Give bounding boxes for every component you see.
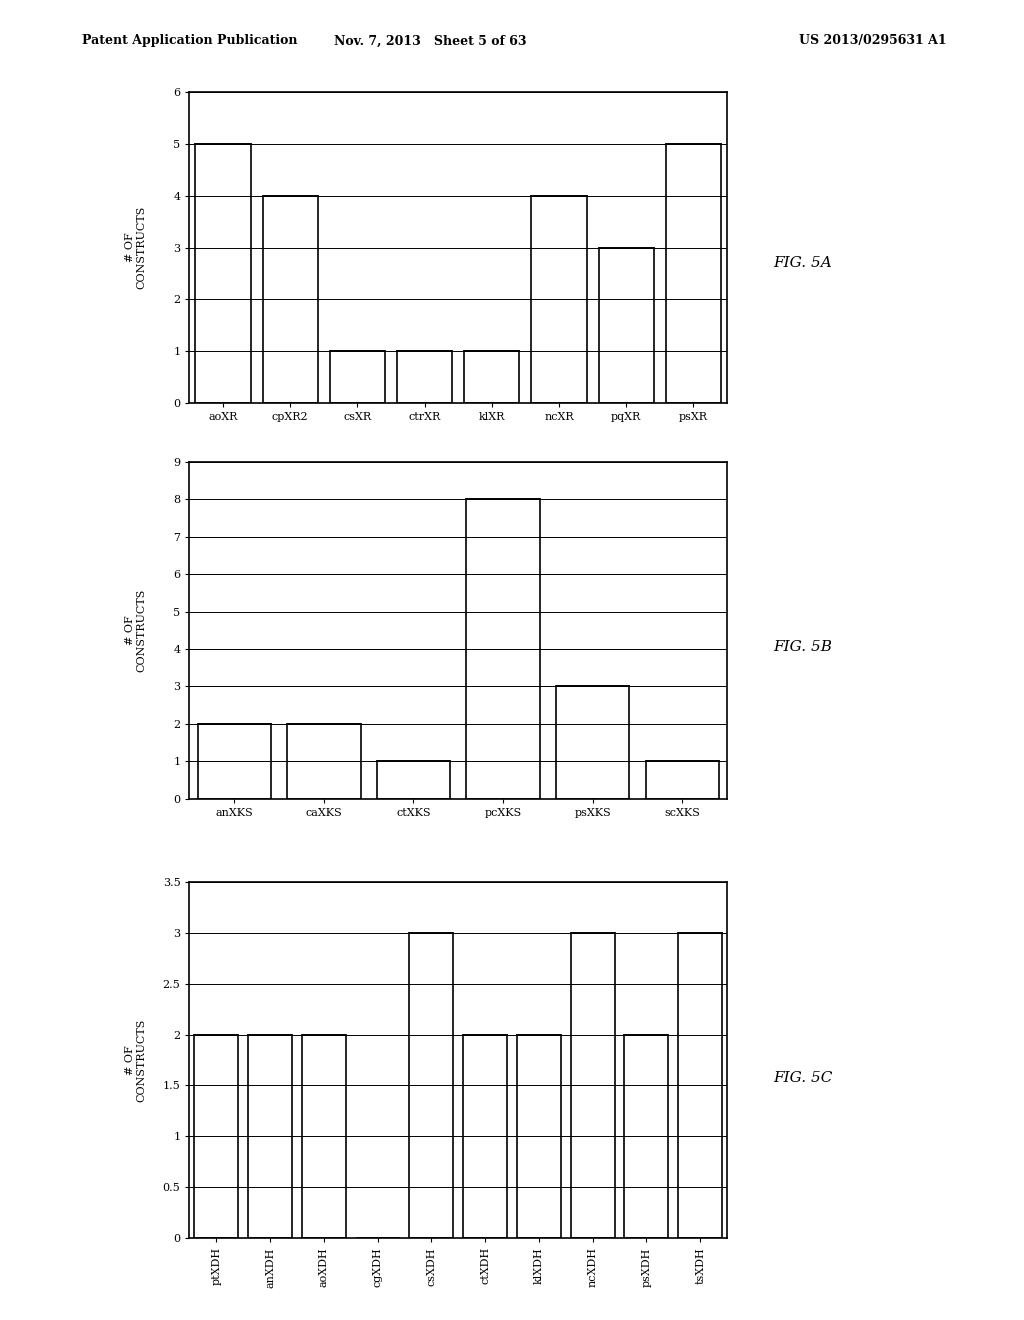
Bar — [517, 1035, 561, 1238]
Y-axis label: # OF
CONSTRUCTS: # OF CONSTRUCTS — [125, 589, 146, 672]
Bar — [195, 1035, 239, 1238]
Bar — [531, 195, 587, 403]
Bar — [330, 351, 385, 403]
Bar — [464, 351, 519, 403]
Bar — [397, 351, 453, 403]
Bar — [263, 195, 317, 403]
Bar — [302, 1035, 346, 1238]
Text: US 2013/0295631 A1: US 2013/0295631 A1 — [799, 34, 946, 48]
Text: FIG. 5A: FIG. 5A — [773, 256, 831, 271]
Text: FIG. 5C: FIG. 5C — [773, 1071, 833, 1085]
Bar — [556, 686, 630, 799]
Bar — [377, 762, 451, 799]
Text: Patent Application Publication: Patent Application Publication — [82, 34, 297, 48]
Bar — [248, 1035, 292, 1238]
Bar — [666, 144, 721, 403]
Y-axis label: # OF
CONSTRUCTS: # OF CONSTRUCTS — [125, 206, 146, 289]
Bar — [599, 248, 653, 403]
Text: Nov. 7, 2013   Sheet 5 of 63: Nov. 7, 2013 Sheet 5 of 63 — [334, 34, 526, 48]
Bar — [570, 933, 614, 1238]
Bar — [198, 723, 271, 799]
Bar — [625, 1035, 669, 1238]
Bar — [287, 723, 360, 799]
Bar — [645, 762, 719, 799]
Bar — [678, 933, 722, 1238]
Text: FIG. 5B: FIG. 5B — [773, 640, 833, 655]
Bar — [463, 1035, 507, 1238]
Y-axis label: # OF
CONSTRUCTS: # OF CONSTRUCTS — [125, 1018, 146, 1102]
Bar — [466, 499, 540, 799]
Bar — [410, 933, 454, 1238]
Bar — [196, 144, 251, 403]
